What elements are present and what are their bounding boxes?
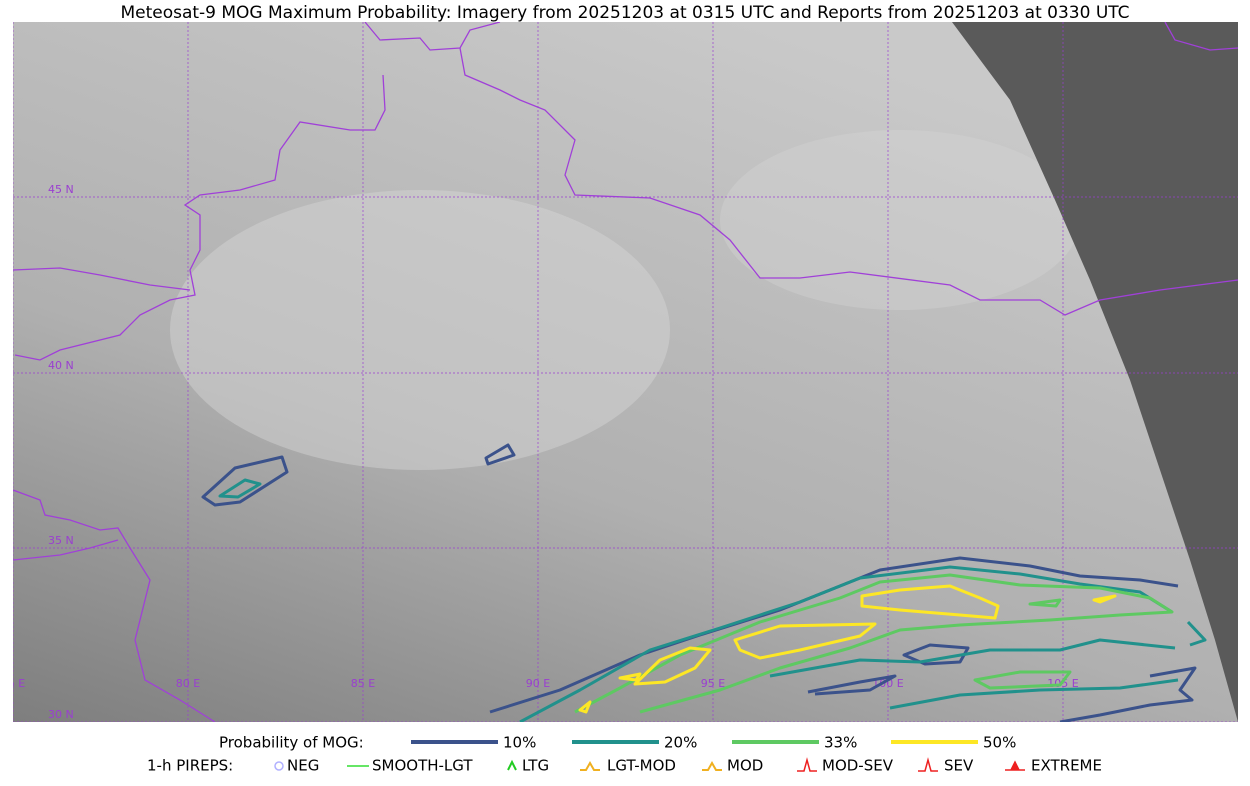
contour <box>1028 598 1062 608</box>
lon-label: 95 E <box>701 677 725 690</box>
contour <box>578 700 592 714</box>
cloud <box>170 190 670 470</box>
contour <box>633 646 712 686</box>
contours <box>201 443 1207 722</box>
map: 45 N 40 N 35 N 30 N 75 E 80 E 85 E 90 E 95 E 100 … <box>1 22 1238 722</box>
pirep-label: NEG <box>287 757 319 775</box>
contour <box>218 478 262 499</box>
lon-label: 85 E <box>351 677 375 690</box>
contour <box>618 672 642 682</box>
legend-title: Probability of MOG: <box>219 734 364 752</box>
contour <box>574 573 1174 714</box>
lat-label: 45 N <box>48 183 74 196</box>
legend-label: 33% <box>824 734 857 752</box>
pirep-label: LTG <box>522 757 549 775</box>
legend-label: 50% <box>983 734 1016 752</box>
contour <box>889 678 1179 710</box>
legend-title: 1-h PIREPS: <box>147 757 233 775</box>
contour <box>733 622 877 660</box>
pirep-icon <box>797 757 817 772</box>
lat-label: 40 N <box>48 359 74 372</box>
lon-label: 80 E <box>176 677 200 690</box>
contour <box>201 455 289 507</box>
pirep-label: EXTREME <box>1031 757 1102 775</box>
contour <box>1186 620 1207 647</box>
cloud <box>720 130 1080 310</box>
pirep-icon <box>702 760 722 771</box>
contour <box>769 638 1176 678</box>
title: Meteosat-9 MOG Maximum Probability: Imag… <box>120 3 1129 23</box>
pirep-icon <box>274 761 284 771</box>
pirep-icon <box>1005 760 1025 771</box>
pirep-icon <box>918 757 938 772</box>
contour <box>860 584 1000 620</box>
lat-label: 35 N <box>48 534 74 547</box>
contour <box>807 674 897 696</box>
legend: Probability of MOG: 10% 20% 33% 50% 1-h PIREP… <box>147 734 1102 775</box>
legend-label: 10% <box>503 734 536 752</box>
lon-label: 100 E <box>872 677 903 690</box>
pirep-label: LGT-MOD <box>607 757 676 775</box>
graticule: 45 N 40 N 35 N 30 N 75 E 80 E 85 E 90 E 95 E 100 … <box>1 22 1238 722</box>
pirep-label: SEV <box>944 757 974 775</box>
lon-label: 75 E <box>1 677 25 690</box>
lat-label: 30 N <box>48 708 74 721</box>
pirep-icon <box>580 760 600 771</box>
contour <box>1092 594 1117 604</box>
lon-label: 90 E <box>526 677 550 690</box>
pirep-icon <box>507 759 517 771</box>
pirep-label: MOD <box>727 757 763 775</box>
pirep-label: SMOOTH-LGT <box>372 757 473 775</box>
legend-label: 20% <box>664 734 697 752</box>
contour <box>1059 666 1197 722</box>
contour <box>973 670 1072 690</box>
contour <box>484 443 516 466</box>
pirep-label: MOD-SEV <box>822 757 894 775</box>
